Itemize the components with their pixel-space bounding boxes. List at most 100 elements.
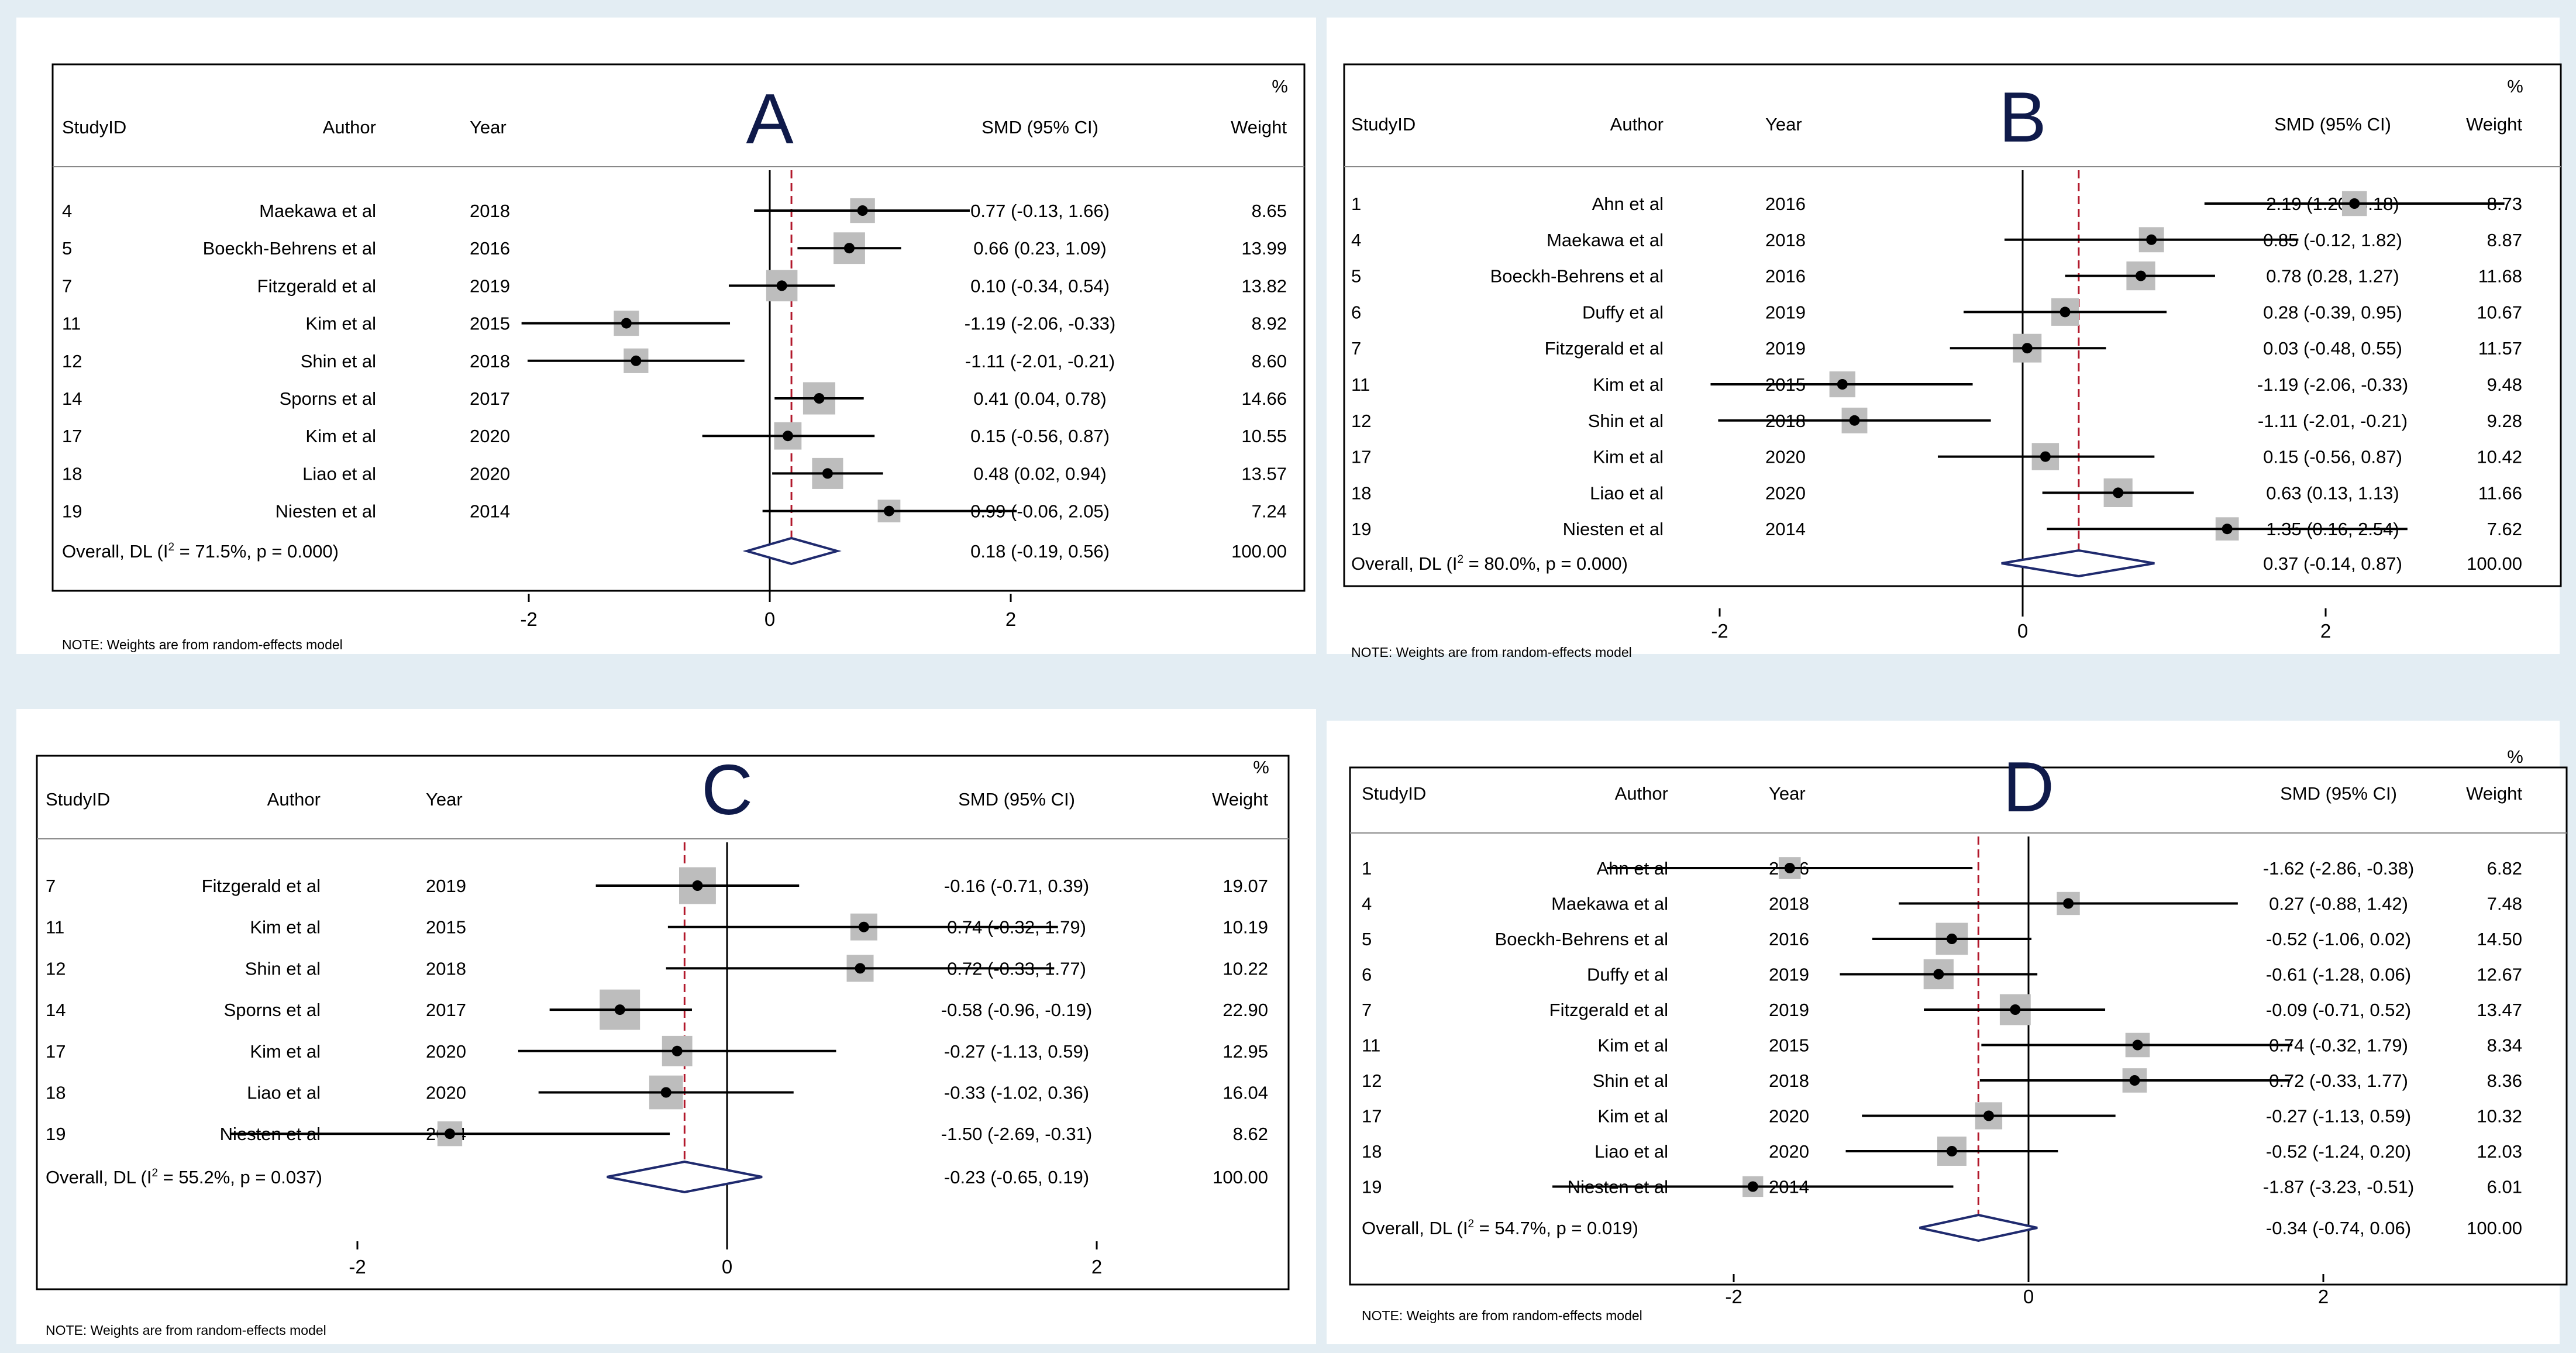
- x-tick-label: 2: [1091, 1256, 1102, 1278]
- header-year: Year: [470, 117, 507, 137]
- header-studyid: StudyID: [1362, 783, 1426, 804]
- study-smd-ci: -1.62 (-2.86, -0.38): [2263, 858, 2414, 879]
- study-id: 4: [1351, 230, 1361, 250]
- study-weight: 8.36: [2487, 1070, 2522, 1091]
- study-smd-ci: 0.66 (0.23, 1.09): [973, 238, 1107, 259]
- x-tick-label: -2: [1725, 1286, 1742, 1307]
- study-row: 18 Liao et al 2020 -0.33 (-1.02, 0.36) 16.04: [46, 1075, 1268, 1110]
- study-author: Shin et al: [1593, 1070, 1668, 1091]
- study-weight: 10.19: [1222, 917, 1268, 938]
- study-weight: 10.42: [2477, 447, 2522, 467]
- study-weight: 12.03: [2477, 1141, 2522, 1162]
- study-smd-ci: -0.27 (-1.13, 0.59): [2266, 1106, 2411, 1127]
- study-year: 2018: [470, 201, 510, 221]
- study-point-estimate: [1837, 379, 1848, 390]
- study-weight: 8.92: [1252, 314, 1287, 334]
- study-point-estimate: [671, 1045, 683, 1056]
- overall-label: Overall, DL (I2 = 71.5%, p = 0.000): [62, 541, 339, 562]
- study-weight: 19.07: [1222, 876, 1268, 896]
- study-row: 5 Boeckh-Behrens et al 2016 -0.52 (-1.06, 0…: [1362, 922, 2522, 955]
- study-author: Kim et al: [250, 1041, 321, 1062]
- study-point-estimate: [1946, 1146, 1957, 1156]
- study-id: 7: [46, 876, 56, 896]
- overall-weight: 100.00: [1231, 541, 1287, 562]
- study-author: Fitzgerald et al: [1549, 1000, 1668, 1020]
- study-id: 18: [46, 1083, 66, 1103]
- column-headers: StudyID Author Year SMD (95% CI)% Weight: [46, 757, 1269, 810]
- study-id: 12: [46, 958, 66, 979]
- study-point-estimate: [2349, 198, 2360, 209]
- study-weight: 6.82: [2487, 858, 2522, 879]
- study-point-estimate: [2063, 898, 2074, 909]
- x-tick-label: 0: [764, 608, 775, 630]
- overall-weight: 100.00: [2467, 553, 2522, 574]
- study-author: Kim et al: [1597, 1106, 1668, 1127]
- study-id: 11: [1362, 1035, 1380, 1056]
- study-id: 12: [62, 351, 82, 371]
- plot-frame: [36, 755, 1290, 1290]
- study-author: Kim et al: [1593, 447, 1664, 467]
- x-axis: -2 0 2: [349, 1241, 1102, 1278]
- study-point-estimate: [2146, 234, 2157, 245]
- study-author: Boeckh-Behrens et al: [203, 238, 376, 259]
- study-id: 17: [62, 426, 82, 446]
- study-id: 7: [1351, 338, 1361, 359]
- overall-label: Overall, DL (I2 = 54.7%, p = 0.019): [1362, 1218, 1638, 1238]
- study-weight: 10.22: [1222, 958, 1268, 979]
- study-weight: 12.67: [2477, 965, 2522, 985]
- study-smd-ci: -1.19 (-2.06, -0.33): [2257, 374, 2408, 395]
- study-id: 1: [1351, 194, 1361, 214]
- study-weight: 13.57: [1241, 463, 1287, 484]
- header-year: Year: [426, 789, 463, 810]
- study-row: 11 Kim et al 2015 -1.19 (-2.06, -0.33) 9.48: [1351, 371, 2522, 398]
- study-point-estimate: [1933, 969, 1944, 980]
- study-smd-ci: 0.03 (-0.48, 0.55): [2263, 338, 2402, 359]
- forest-panel-c: StudyID Author Year SMD (95% CI)% Weight C 7 Fi…: [16, 709, 1316, 1344]
- study-row: 17 Kim et al 2020 0.15 (-0.56, 0.87) 10.55: [62, 422, 1287, 450]
- study-year: 2016: [470, 238, 510, 259]
- header-year: Year: [1769, 783, 1806, 804]
- study-weight: 7.24: [1252, 501, 1287, 522]
- study-point-estimate: [2222, 524, 2233, 535]
- x-tick-label: -2: [1711, 620, 1728, 642]
- study-year: 2020: [1765, 483, 1806, 503]
- study-point-estimate: [692, 880, 703, 891]
- panel-letter: D: [2003, 747, 2054, 827]
- study-point-estimate: [782, 431, 793, 442]
- study-id: 11: [46, 917, 64, 938]
- study-rows: 7 Fitzgerald et al 2019 -0.16 (-0.71, 0.39)…: [46, 867, 1268, 1147]
- study-point-estimate: [445, 1128, 455, 1139]
- study-author: Niesten et al: [275, 501, 376, 522]
- study-smd-ci: 0.48 (0.02, 0.94): [973, 463, 1107, 484]
- study-row: 11 Kim et al 2015 0.74 (-0.32, 1.79) 10.19: [46, 913, 1268, 941]
- header-weight: Weight: [1231, 117, 1287, 137]
- study-weight: 10.55: [1241, 426, 1287, 446]
- study-id: 19: [1351, 519, 1371, 539]
- study-point-estimate: [1784, 863, 1795, 873]
- study-id: 18: [62, 463, 82, 484]
- study-author: Liao et al: [1590, 483, 1664, 503]
- study-author: Kim et al: [1597, 1035, 1668, 1056]
- study-smd-ci: 0.15 (-0.56, 0.87): [2263, 447, 2402, 467]
- study-row: 12 Shin et al 2018 -1.11 (-2.01, -0.21) 8.60: [62, 348, 1287, 373]
- study-weight: 8.65: [1252, 201, 1287, 221]
- study-point-estimate: [660, 1087, 671, 1098]
- x-tick-label: 2: [2318, 1286, 2329, 1307]
- x-tick-label: 2: [2320, 620, 2331, 642]
- study-year: 2016: [1765, 194, 1806, 214]
- study-smd-ci: -0.33 (-1.02, 0.36): [944, 1083, 1089, 1103]
- study-point-estimate: [2021, 343, 2033, 354]
- study-author: Kim et al: [305, 314, 376, 334]
- study-row: 14 Sporns et al 2017 0.41 (0.04, 0.78) 14.66: [62, 382, 1287, 415]
- x-axis: -2 0 2: [1725, 1274, 2329, 1307]
- plot-frame: [1343, 63, 2562, 587]
- study-smd-ci: 0.28 (-0.39, 0.95): [2263, 302, 2402, 322]
- study-year: 2019: [1765, 302, 1806, 322]
- study-row: 11 Kim et al 2015 -1.19 (-2.06, -0.33) 8.92: [62, 311, 1287, 336]
- study-year: 2014: [1765, 519, 1806, 539]
- header-author: Author: [267, 789, 321, 810]
- study-author: Boeckh-Behrens et al: [1495, 929, 1668, 949]
- study-weight: 11.66: [2478, 483, 2522, 503]
- overall-smd-ci: -0.23 (-0.65, 0.19): [944, 1167, 1089, 1187]
